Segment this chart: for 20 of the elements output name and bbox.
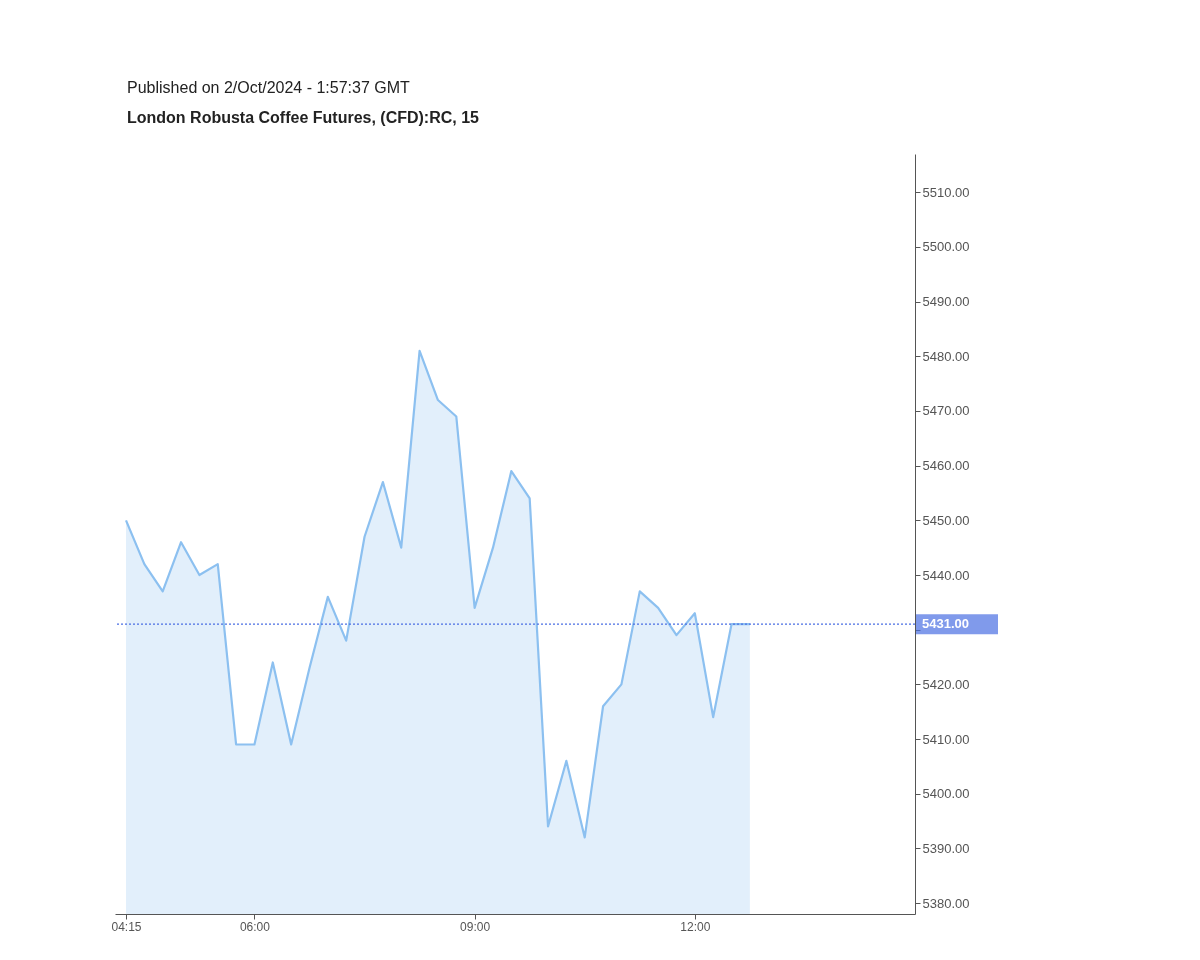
y-tick-label: 5450.00 xyxy=(922,512,970,528)
y-tick-label: 5410.00 xyxy=(922,731,970,747)
y-tick-label: 5510.00 xyxy=(922,184,970,200)
y-tick-label: 5380.00 xyxy=(922,895,970,911)
y-tick-label: 5390.00 xyxy=(922,840,970,856)
y-tick-label: 5490.00 xyxy=(922,294,970,310)
y-tick-label: 5420.00 xyxy=(922,676,970,692)
y-tick-label: 5480.00 xyxy=(922,348,970,364)
y-tick-label: 5400.00 xyxy=(922,786,970,802)
x-tick-label: 04:15 xyxy=(111,919,142,934)
chart-title: London Robusta Coffee Futures, (CFD):RC, 15 xyxy=(127,109,480,126)
y-tick-label: 5500.00 xyxy=(922,239,970,255)
x-tick-label: 12:00 xyxy=(680,919,711,934)
x-tick-label: 06:00 xyxy=(239,919,271,934)
y-tick-label: 5460.00 xyxy=(922,458,970,474)
x-tick-label: 09:00 xyxy=(460,919,491,934)
y-tick-label: 5440.00 xyxy=(922,567,970,583)
text: Published on 2/Oct/2024 - 1:57:37 GMT xyxy=(127,79,411,96)
ref-line-label: 5431.00 xyxy=(922,616,969,632)
y-tick-label: 5470.00 xyxy=(922,403,970,419)
